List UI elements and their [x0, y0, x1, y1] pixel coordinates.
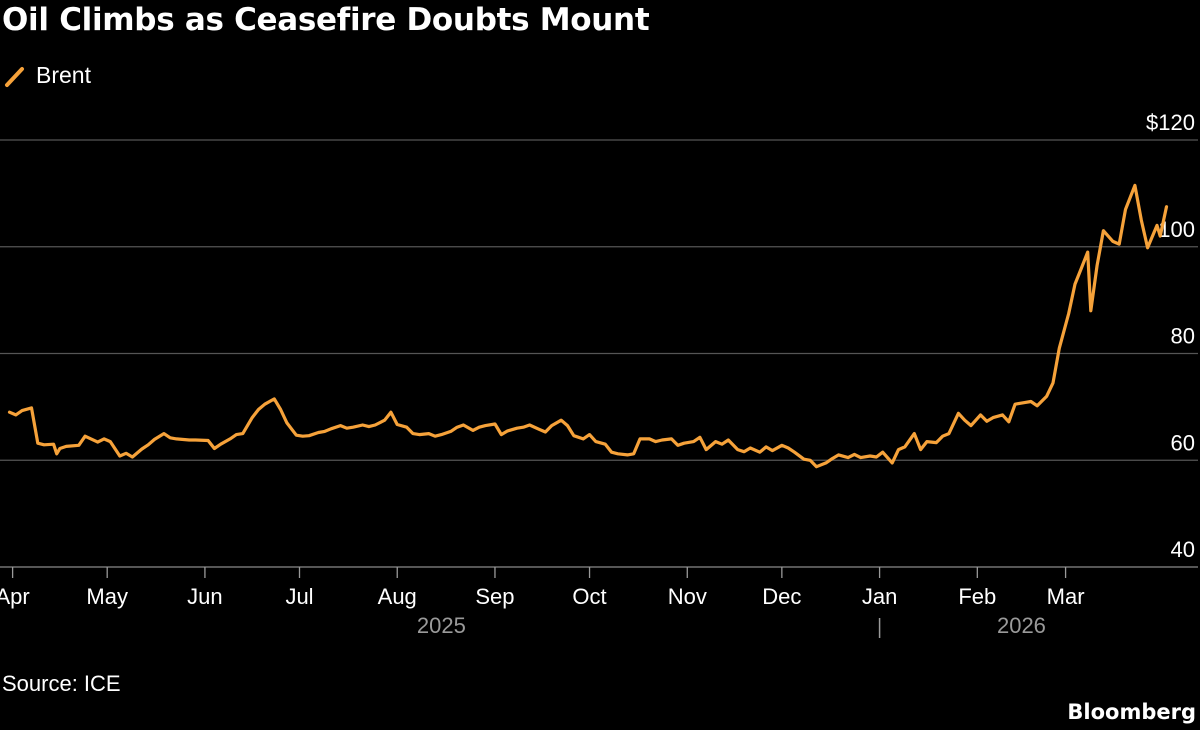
x-tick-label-dec: Dec	[762, 584, 801, 609]
year-label-2026: 2026	[997, 613, 1046, 638]
x-tick-label-oct: Oct	[572, 584, 606, 609]
year-label-2025: 2025	[417, 613, 466, 638]
source-note: Source: ICE	[2, 671, 121, 696]
legend: Brent	[4, 62, 91, 89]
y-tick-label-80: 80	[1171, 324, 1195, 349]
x-tick-label-jan: Jan	[862, 584, 897, 609]
legend-line-icon	[5, 66, 24, 87]
x-tick-label-mar: Mar	[1047, 584, 1085, 609]
x-tick-label-jun: Jun	[187, 584, 222, 609]
bloomberg-logo: Bloomberg	[1067, 700, 1196, 724]
x-tick-label-may: May	[86, 584, 128, 609]
x-tick-label-sep: Sep	[475, 584, 514, 609]
y-tick-label-40: 40	[1171, 537, 1195, 562]
legend-label-brent: Brent	[36, 62, 91, 88]
x-tick-label-apr: Apr	[0, 584, 30, 609]
y-tick-label-120: $120	[1146, 110, 1195, 135]
x-tick-label-feb: Feb	[958, 584, 996, 609]
x-tick-label-aug: Aug	[378, 584, 417, 609]
chart-title: Oil Climbs as Ceasefire Doubts Mount	[2, 2, 650, 38]
x-tick-label-nov: Nov	[668, 584, 707, 609]
y-tick-label-60: 60	[1171, 430, 1195, 455]
series-line-brent	[7, 183, 1169, 469]
x-tick-label-jul: Jul	[285, 584, 313, 609]
